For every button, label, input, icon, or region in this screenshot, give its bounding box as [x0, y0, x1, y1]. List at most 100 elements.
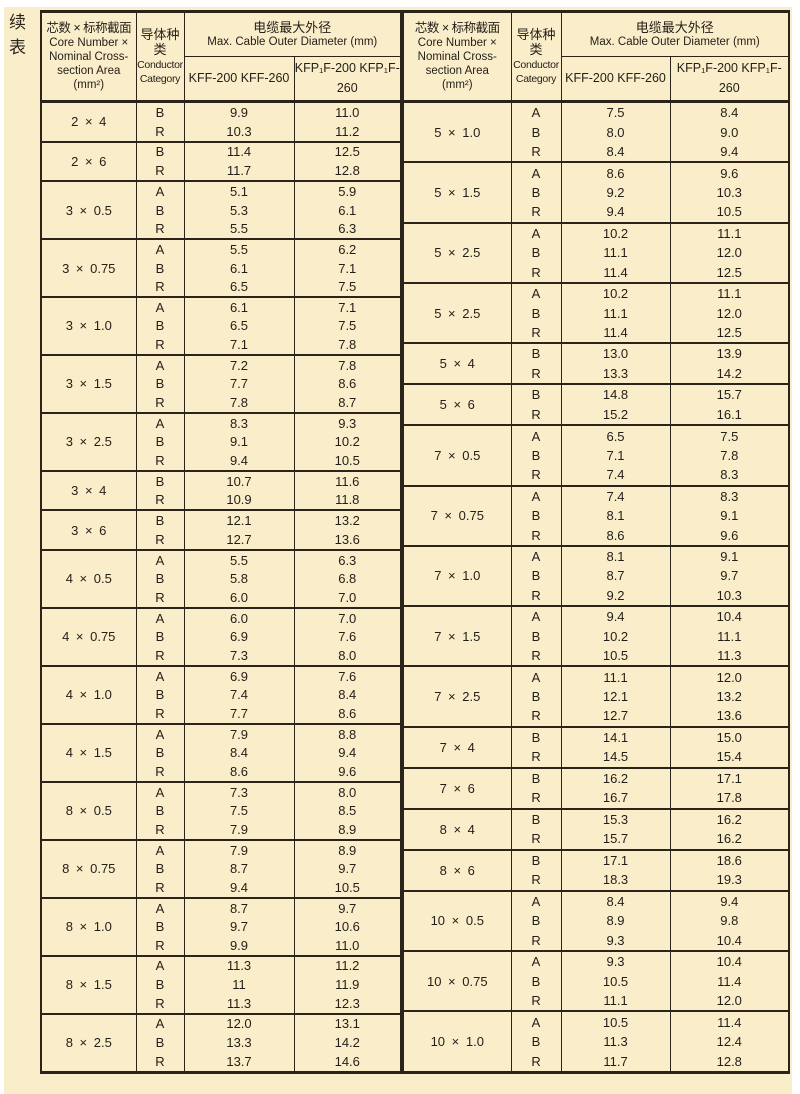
kff-diameter-cell: 13.0	[560, 342, 671, 364]
conductor-category-cell: R	[135, 161, 184, 182]
kfp1f-diameter-cell: 11.6	[293, 469, 402, 491]
table-row: R 9.9 11.0	[41, 935, 402, 956]
conductor-category-cell: A	[135, 238, 184, 259]
conductor-category-cell: R	[510, 930, 562, 951]
conductor-header-en: Conductor Category	[137, 58, 183, 86]
kff-diameter-cell: 12.7	[560, 706, 671, 727]
kff-diameter-cell: 8.0	[560, 122, 671, 142]
table-header: 芯数 × 标称截面 Core Number × Nominal Cross- s…	[41, 11, 402, 102]
conductor-category-cell: A	[510, 665, 562, 687]
kff-diameter-cell: 10.9	[183, 490, 294, 511]
table-row: R 15.2 16.1	[403, 404, 790, 426]
table-row: R 7.3 8.0	[41, 646, 402, 666]
kff-diameter-cell: 5.3	[183, 200, 294, 220]
table-row: B 8.0 9.0	[403, 122, 790, 142]
table-body: 5 × 1.0 A 7.5 8.4 B 8.0 9.0 R 8.4 9.4 5 × 1.5 A 8.6 9…	[403, 100, 790, 1073]
core-size-label: 10 × 1.0	[403, 1010, 512, 1073]
table-row: 8 × 1.0 A 8.7 9.7	[41, 896, 402, 956]
conductor-category-cell: R	[510, 990, 562, 1012]
table-row: 3 × 1.0 A 6.1 7.1	[41, 295, 402, 355]
table-row: R 11.3 12.3	[41, 993, 402, 1014]
kff-diameter-cell: 11.7	[560, 1051, 671, 1073]
kff-diameter-cell: 15.2	[560, 404, 671, 426]
table-row: 5 × 1.5 A 8.6 9.6	[403, 161, 790, 223]
table-row: 3 × 4 B 10.7 11.6	[41, 469, 402, 511]
conductor-category-cell: B	[135, 627, 184, 647]
kfp1f-diameter-cell: 7.8	[293, 353, 402, 375]
col-kff-header: KFF-200 KFF-260	[183, 56, 294, 102]
conductor-category-cell: B	[510, 686, 562, 707]
kfp1f-diameter-cell: 8.6	[293, 374, 402, 394]
kfp1f-diameter-cell: 13.9	[669, 342, 790, 364]
kff-diameter-cell: 12.1	[183, 509, 294, 531]
kff-diameter-cell: 7.7	[183, 374, 294, 394]
kff-diameter-cell: 11.3	[560, 1031, 671, 1051]
table-row: 7 × 4 B 14.1 15.0	[403, 725, 790, 768]
kfp1f-diameter-cell: 9.6	[669, 161, 790, 183]
kfp1f-diameter-cell: 9.1	[669, 544, 790, 567]
kff-diameter-cell: 6.1	[183, 258, 294, 278]
kff-diameter-cell: 6.0	[183, 588, 294, 608]
conductor-category-cell: R	[135, 219, 184, 240]
core-size-label: 7 × 2.5	[403, 665, 512, 727]
kfp1f-diameter-cell: 12.5	[293, 140, 402, 162]
kff-diameter-cell: 6.0	[183, 606, 294, 628]
conductor-category-cell: B	[135, 569, 184, 589]
kfp1f-diameter-cell: 15.0	[669, 725, 790, 748]
kfp1f-diameter-cell: 7.5	[293, 316, 402, 336]
kfp1f-diameter-cell: 8.9	[293, 819, 402, 840]
conductor-category-cell: A	[135, 664, 184, 686]
core-size-label: 7 × 6	[403, 766, 512, 809]
conductor-category-cell: B	[510, 383, 562, 405]
table-row: R 9.2 10.3	[403, 585, 790, 607]
kfp1f-diameter-cell: 12.0	[669, 665, 790, 687]
kff-diameter-cell: 11.4	[183, 140, 294, 162]
kfp1f-diameter-cell: 7.6	[293, 664, 402, 686]
table-row: 8 × 4 B 15.3 16.2	[403, 807, 790, 850]
table-row: 10 × 1.0 A 10.5 11.4	[403, 1010, 790, 1073]
kfp1f-diameter-cell: 8.8	[293, 722, 402, 744]
conductor-category-cell: A	[135, 896, 184, 918]
core-size-label: 3 × 2.5	[41, 411, 136, 471]
table-row: B 11.1 12.0	[403, 243, 790, 263]
conductor-category-cell: R	[135, 335, 184, 355]
conductor-category-cell: R	[510, 788, 562, 809]
table-row: 4 × 1.0 A 6.9 7.6	[41, 664, 402, 724]
conductor-category-cell: R	[135, 935, 184, 956]
kff-diameter-cell: 6.5	[183, 277, 294, 297]
conductor-category-cell: A	[135, 548, 184, 570]
table-header: 芯数 × 标称截面 Core Number × Nominal Cross- s…	[403, 11, 790, 102]
kff-diameter-cell: 6.1	[183, 295, 294, 317]
kff-diameter-cell: 9.4	[183, 451, 294, 471]
kfp1f-diameter-cell: 10.4	[669, 950, 790, 972]
conductor-category-cell: R	[510, 262, 562, 283]
table-row: R 9.4 10.5	[403, 202, 790, 223]
table-row: R 5.5 6.3	[41, 219, 402, 240]
table-row: R 11.1 12.0	[403, 990, 790, 1012]
table-row: R 14.5 15.4	[403, 747, 790, 768]
table-row: 8 × 0.75 A 7.9 8.9	[41, 838, 402, 898]
core-size-label: 10 × 0.75	[403, 949, 512, 1012]
conductor-category-cell: B	[510, 971, 562, 991]
core-size-label: 4 × 0.75	[41, 606, 136, 666]
kff-diameter-cell: 9.1	[183, 432, 294, 452]
conductor-category-cell: R	[135, 1051, 184, 1073]
kff-diameter-cell: 8.9	[560, 911, 671, 931]
conductor-category-cell: A	[510, 100, 562, 123]
kff-diameter-cell: 12.7	[183, 530, 294, 550]
core-size-label: 2 × 6	[41, 140, 136, 182]
conductor-category-cell: A	[135, 780, 184, 802]
table-row: 8 × 6 B 17.1 18.6	[403, 848, 790, 891]
conductor-category-cell: R	[135, 490, 184, 511]
table-row: B 9.2 10.3	[403, 182, 790, 203]
table-row: 8 × 1.5 A 11.3 11.2	[41, 954, 402, 1014]
core-size-label: 3 × 1.5	[41, 353, 136, 413]
col-diameter-header: 电缆最大外径 Max. Cable Outer Diameter (mm)	[560, 11, 790, 57]
conductor-category-cell: A	[510, 950, 562, 972]
kfp1f-diameter-cell: 9.8	[669, 911, 790, 931]
conductor-category-cell: R	[135, 530, 184, 550]
kfp1f-diameter-cell: 7.6	[293, 627, 402, 647]
core-size-label: 7 × 0.75	[403, 484, 512, 546]
conductor-category-cell: B	[510, 303, 562, 323]
kfp1f-diameter-cell: 10.6	[293, 917, 402, 936]
